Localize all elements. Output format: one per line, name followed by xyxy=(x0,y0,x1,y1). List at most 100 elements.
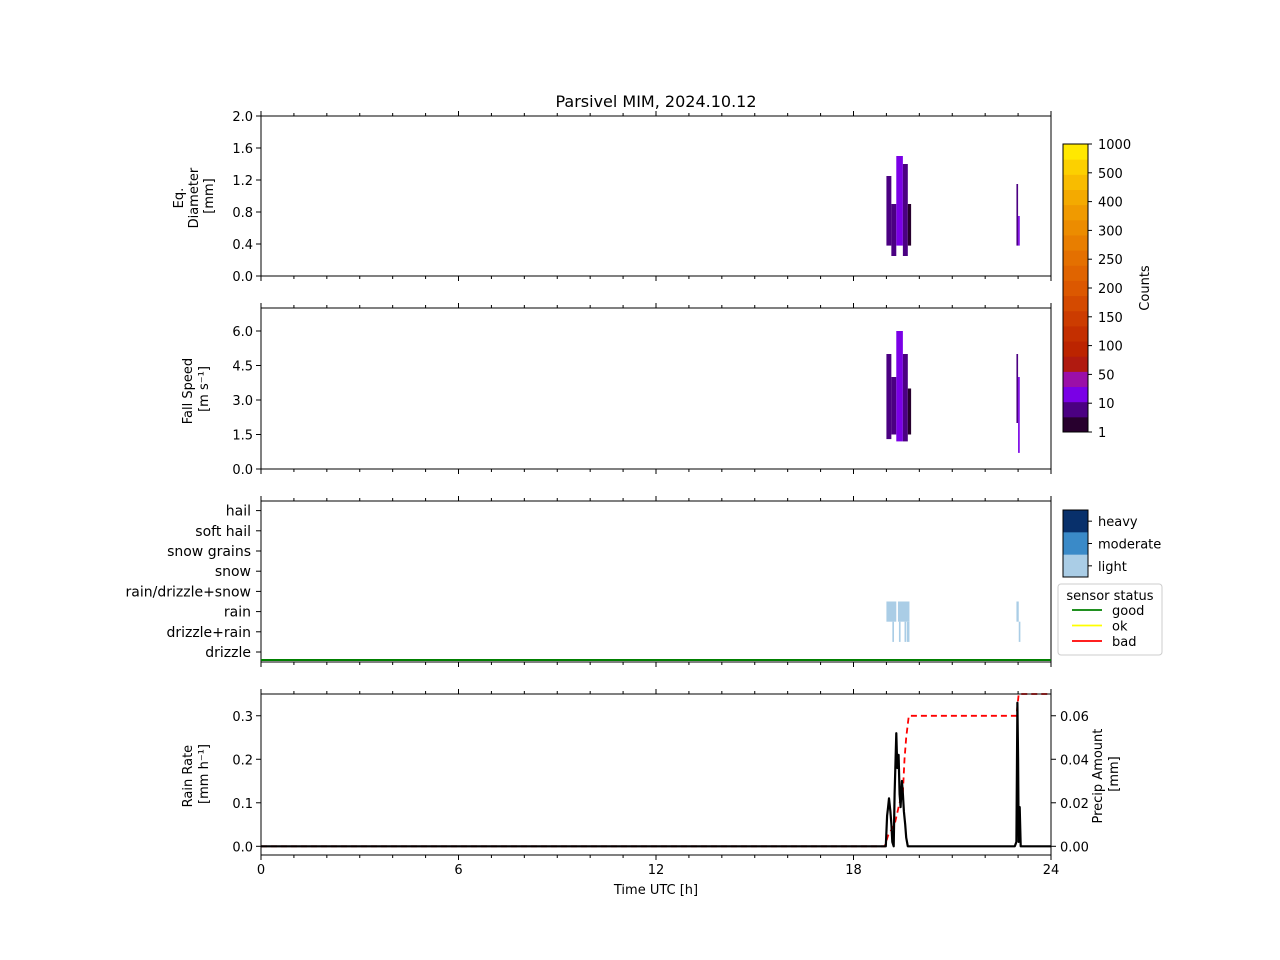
precip-amount-ylabel-line2: [mm] xyxy=(1107,756,1122,791)
colorbar-block xyxy=(1063,250,1088,266)
sensor-status-legend-frame xyxy=(1057,583,1163,656)
y-tick-label: 1.2 xyxy=(232,174,253,189)
fall-speed-plot-frame xyxy=(260,307,1052,470)
x-axis-label: Time UTC [h] xyxy=(613,883,698,898)
y-tick-label: 0.8 xyxy=(232,206,253,221)
colorbar-tick-label: 100 xyxy=(1098,340,1123,355)
y2-tick-label: 0.02 xyxy=(1060,797,1089,812)
intensity-legend-label: heavy xyxy=(1098,515,1138,530)
colorbar-tick-label: 400 xyxy=(1098,196,1123,211)
x-tick-label: 24 xyxy=(1043,863,1060,878)
colorbar-block xyxy=(1063,371,1088,388)
precip-type-event xyxy=(906,621,910,642)
precip-type-event xyxy=(904,621,907,642)
rain-rate-lines xyxy=(261,693,1051,848)
category-label: drizzle xyxy=(205,645,251,661)
colorbar-tick-label: 300 xyxy=(1098,224,1123,239)
rain-rate-plot-frame xyxy=(260,693,1052,856)
fall-speed-yticks: 0.0 1.5 3.0 4.5 6.0 xyxy=(232,325,261,478)
heatmap-cell xyxy=(886,176,892,246)
category-label: rain xyxy=(224,605,251,621)
category-label: hail xyxy=(226,504,251,520)
fall-speed-ylabel-line1: Fall Speed xyxy=(181,358,196,424)
colorbar-ticks: 1 10 50 100 150 200 250 300 400 500 1000 xyxy=(1088,138,1131,441)
heatmap-cell xyxy=(907,388,912,435)
diameter-ylabel: Eq. Diameter [mm] xyxy=(172,164,217,229)
colorbar-block xyxy=(1063,310,1088,327)
diameter-ylabel-line1: Eq. xyxy=(172,188,187,209)
rain-rate-xticks: 0 6 12 18 24 xyxy=(257,689,1059,878)
heatmap-cell xyxy=(1018,377,1020,453)
colorbar-blocks xyxy=(1063,144,1088,433)
diameter-xticks xyxy=(260,111,1052,281)
counts-colorbar: 1 10 50 100 150 200 250 300 400 500 1000 Counts xyxy=(1062,138,1153,441)
precip-amount-ylabel-line1: Precip Amount xyxy=(1091,729,1106,824)
category-label: soft hail xyxy=(195,524,251,540)
y2-tick-label: 0.00 xyxy=(1060,840,1089,855)
category-label: snow xyxy=(215,564,251,580)
colorbar-tick-label: 150 xyxy=(1098,311,1123,326)
colorbar-block xyxy=(1063,280,1088,297)
precip-type-panel: drizzle drizzle+rain rain rain/drizzle+snow… xyxy=(126,496,1052,667)
precip-type-plot-frame xyxy=(260,500,1052,663)
heatmap-cell xyxy=(891,204,897,256)
chart-title: Parsivel MIM, 2024.10.12 xyxy=(555,92,756,111)
colorbar-block xyxy=(1063,265,1088,281)
category-label: drizzle+rain xyxy=(166,625,251,641)
y-tick-label: 1.6 xyxy=(232,142,253,157)
rain-rate-ylabel-line1: Rain Rate xyxy=(181,745,196,808)
colorbar-tick-label: 1000 xyxy=(1098,138,1131,153)
colorbar-tick-label: 500 xyxy=(1098,167,1123,182)
colorbar-tick-label: 50 xyxy=(1098,368,1115,383)
heatmap-cell xyxy=(907,204,912,246)
precip-amount-yticks: 0.00 0.02 0.04 0.06 xyxy=(1051,710,1089,855)
heatmap-cell xyxy=(1018,216,1020,246)
colorbar-tick-label: 200 xyxy=(1098,282,1123,297)
y-tick-label: 6.0 xyxy=(232,325,253,340)
intensity-legend-blocks xyxy=(1063,510,1088,578)
y-tick-label: 0.0 xyxy=(232,463,253,478)
y-tick-label: 0.4 xyxy=(232,238,253,253)
fall-speed-cells xyxy=(886,331,1020,453)
colorbar-block xyxy=(1063,234,1088,251)
rain-rate-ylabel: Rain Rate [mm h⁻¹] xyxy=(181,741,212,808)
diameter-panel: 0.0 0.4 0.8 1.2 1.6 2.0 Eq. Diameter [mm] xyxy=(172,110,1052,285)
sensor-status-legend-label: good xyxy=(1112,604,1144,619)
intensity-legend: heavy moderate light xyxy=(1062,509,1161,578)
colorbar-block xyxy=(1063,204,1088,221)
heatmap-cell xyxy=(902,164,908,256)
colorbar-block xyxy=(1063,219,1088,236)
colorbar-block xyxy=(1063,189,1088,206)
category-label: rain/drizzle+snow xyxy=(126,584,251,600)
x-tick-label: 0 xyxy=(257,863,265,878)
y-tick-label: 0.3 xyxy=(232,710,253,725)
precip-type-event xyxy=(886,601,897,622)
precip-type-yticks: drizzle drizzle+rain rain rain/drizzle+snow… xyxy=(126,504,261,661)
heatmap-cell xyxy=(1016,184,1019,246)
fall-speed-panel: 0.0 1.5 3.0 4.5 6.0 Fall Speed [m s⁻¹] xyxy=(181,303,1052,478)
rain-rate-yticks: 0.0 0.1 0.2 0.3 xyxy=(232,710,261,855)
x-tick-label: 12 xyxy=(648,863,665,878)
rain-rate-line xyxy=(261,701,1051,848)
precip-type-event xyxy=(892,621,894,642)
y-tick-label: 1.5 xyxy=(232,429,253,444)
precip-type-event xyxy=(1018,621,1021,642)
intensity-legend-label: light xyxy=(1098,560,1127,575)
y2-tick-label: 0.04 xyxy=(1060,753,1089,768)
colorbar-block xyxy=(1063,416,1088,433)
diameter-ylabel-line3: [mm] xyxy=(202,178,217,213)
colorbar-tick-label: 250 xyxy=(1098,253,1123,268)
colorbar-tick-label: 1 xyxy=(1098,426,1106,441)
colorbar-tick-label: 10 xyxy=(1098,397,1115,412)
colorbar-block xyxy=(1063,174,1088,190)
fall-speed-ylabel: Fall Speed [m s⁻¹] xyxy=(181,354,212,425)
colorbar-block xyxy=(1063,295,1088,312)
y-tick-label: 0.1 xyxy=(232,797,253,812)
intensity-legend-block xyxy=(1063,554,1088,578)
x-tick-label: 6 xyxy=(454,863,462,878)
precip-type-event xyxy=(898,621,901,642)
precip-amount-line xyxy=(261,693,1051,848)
colorbar-block xyxy=(1063,144,1088,160)
